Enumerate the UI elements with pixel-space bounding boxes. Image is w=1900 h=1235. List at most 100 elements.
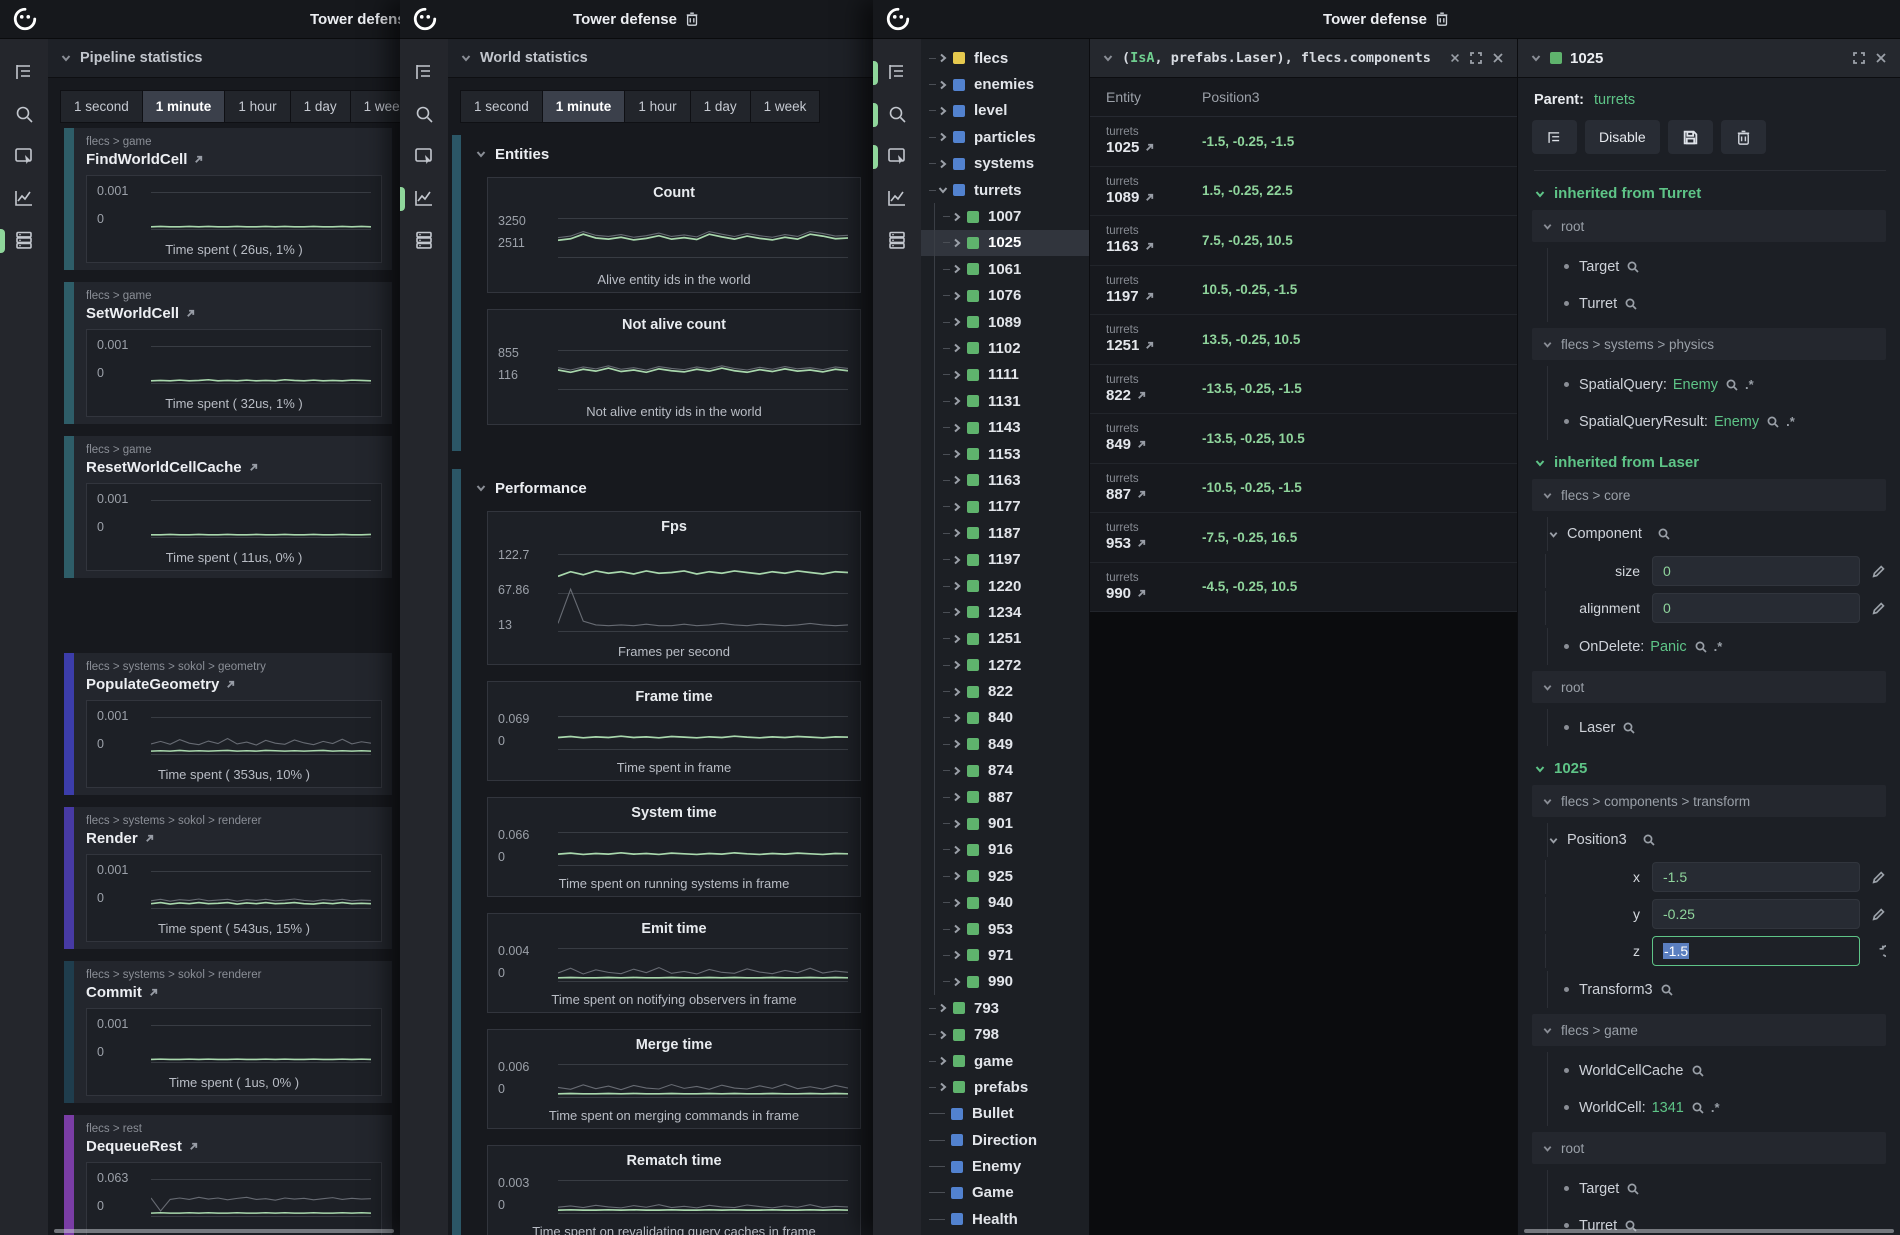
pencil-icon[interactable] bbox=[1871, 564, 1886, 579]
expand-icon[interactable] bbox=[1469, 51, 1483, 65]
tree-view-button[interactable] bbox=[1532, 120, 1577, 154]
tree-item-901[interactable]: 901 bbox=[921, 810, 1089, 836]
tree-item-916[interactable]: 916 bbox=[921, 837, 1089, 863]
sidebar-item-search[interactable] bbox=[873, 93, 921, 135]
entity-id-link[interactable]: 822 bbox=[1106, 387, 1202, 404]
horizontal-scrollbar[interactable] bbox=[54, 1229, 394, 1233]
chevron-right-icon[interactable] bbox=[951, 474, 963, 486]
tree-item-822[interactable]: 822 bbox=[921, 678, 1089, 704]
panel-header-pipeline[interactable]: Pipeline statistics bbox=[48, 39, 400, 78]
component-path-bar[interactable]: flecs > components > transform bbox=[1532, 785, 1886, 817]
horizontal-scrollbar[interactable] bbox=[1524, 1229, 1894, 1233]
chevron-right-icon[interactable] bbox=[951, 422, 963, 434]
sidebar-item-tree[interactable] bbox=[873, 51, 921, 93]
sidebar-item-inspector[interactable] bbox=[873, 135, 921, 177]
sidebar-item-inspector[interactable] bbox=[0, 135, 48, 177]
chevron-right-icon[interactable] bbox=[937, 79, 949, 91]
tree-item-Health[interactable]: Health bbox=[921, 1206, 1089, 1232]
metric-title-link[interactable]: DequeueRest bbox=[86, 1138, 382, 1155]
chevron-right-icon[interactable] bbox=[951, 290, 963, 302]
query-result-row[interactable]: turrets887-10.5, -0.25, -1.5 bbox=[1090, 464, 1517, 514]
chevron-right-icon[interactable] bbox=[951, 580, 963, 592]
field-input-x[interactable]: -1.5 bbox=[1652, 862, 1860, 892]
chevron-right-icon[interactable] bbox=[951, 976, 963, 988]
field-input-alignment[interactable]: 0 bbox=[1652, 593, 1860, 623]
chevron-right-icon[interactable] bbox=[951, 738, 963, 750]
sidebar-item-charts[interactable] bbox=[0, 177, 48, 219]
tree-item-turrets[interactable]: turrets bbox=[921, 177, 1089, 203]
section-header-inherited-from-turret[interactable]: inherited from Turret bbox=[1534, 170, 1886, 202]
entity-id-link[interactable]: 1025 bbox=[1106, 139, 1202, 156]
component-target-link[interactable]: 1341 bbox=[1652, 1100, 1684, 1116]
tree-item-1089[interactable]: 1089 bbox=[921, 309, 1089, 335]
entity-id-link[interactable]: 1163 bbox=[1106, 238, 1202, 255]
entity-id-link[interactable]: 953 bbox=[1106, 535, 1202, 552]
sidebar-item-statistics[interactable] bbox=[873, 219, 921, 261]
chevron-right-icon[interactable] bbox=[951, 949, 963, 961]
chevron-right-icon[interactable] bbox=[937, 1081, 949, 1093]
tree-item-1061[interactable]: 1061 bbox=[921, 256, 1089, 282]
chevron-right-icon[interactable] bbox=[951, 791, 963, 803]
disable-button[interactable]: Disable bbox=[1585, 120, 1660, 154]
close-icon[interactable] bbox=[1491, 51, 1505, 65]
tree-item-887[interactable]: 887 bbox=[921, 784, 1089, 810]
query-result-row[interactable]: turrets990-4.5, -0.25, 10.5 bbox=[1090, 563, 1517, 613]
sidebar-item-search[interactable] bbox=[400, 93, 448, 135]
query-result-row[interactable]: turrets11637.5, -0.25, 10.5 bbox=[1090, 216, 1517, 266]
chevron-right-icon[interactable] bbox=[937, 1029, 949, 1041]
sidebar-item-tree[interactable] bbox=[400, 51, 448, 93]
sidebar-item-statistics[interactable] bbox=[400, 219, 448, 261]
metric-title-link[interactable]: Commit bbox=[86, 984, 382, 1001]
chevron-right-icon[interactable] bbox=[951, 923, 963, 935]
delete-button[interactable] bbox=[1721, 120, 1766, 154]
tree-item-game[interactable]: game bbox=[921, 1048, 1089, 1074]
entity-id-link[interactable]: 990 bbox=[1106, 585, 1202, 602]
chevron-right-icon[interactable] bbox=[937, 158, 949, 170]
tree-item-prefabs[interactable]: prefabs bbox=[921, 1074, 1089, 1100]
tree-item-Enemy[interactable]: Enemy bbox=[921, 1153, 1089, 1179]
tree-item-level[interactable]: level bbox=[921, 98, 1089, 124]
metric-title-link[interactable]: PopulateGeometry bbox=[86, 676, 382, 693]
component-header-component[interactable]: Component bbox=[1534, 517, 1886, 551]
trash-icon[interactable] bbox=[685, 11, 700, 27]
tree-item-990[interactable]: 990 bbox=[921, 969, 1089, 995]
chevron-right-icon[interactable] bbox=[951, 448, 963, 460]
query-result-row[interactable]: turrets953-7.5, -0.25, 16.5 bbox=[1090, 513, 1517, 563]
field-input-size[interactable]: 0 bbox=[1652, 556, 1860, 586]
tab-1-second[interactable]: 1 second bbox=[61, 91, 142, 122]
tree-item-971[interactable]: 971 bbox=[921, 942, 1089, 968]
tree-item-1102[interactable]: 1102 bbox=[921, 335, 1089, 361]
tree-item-798[interactable]: 798 bbox=[921, 1021, 1089, 1047]
chevron-right-icon[interactable] bbox=[937, 1055, 949, 1067]
chevron-right-icon[interactable] bbox=[937, 52, 949, 64]
tree-item-925[interactable]: 925 bbox=[921, 863, 1089, 889]
tab-1-hour[interactable]: 1 hour bbox=[625, 91, 689, 122]
sidebar-item-statistics[interactable] bbox=[0, 219, 48, 261]
tab-1-minute[interactable]: 1 minute bbox=[543, 91, 625, 122]
search-icon[interactable] bbox=[1624, 297, 1638, 311]
section-header-1025[interactable]: 1025 bbox=[1534, 760, 1886, 777]
field-input-z[interactable]: -1.5 bbox=[1652, 936, 1860, 966]
tab-1-day[interactable]: 1 day bbox=[691, 91, 750, 122]
tree-item-Bullet[interactable]: Bullet bbox=[921, 1101, 1089, 1127]
chevron-right-icon[interactable] bbox=[951, 395, 963, 407]
section-header-performance[interactable]: Performance bbox=[475, 473, 861, 503]
component-header-position3[interactable]: Position3 bbox=[1534, 823, 1886, 857]
tree-item-flecs[interactable]: flecs bbox=[921, 45, 1089, 71]
chevron-right-icon[interactable] bbox=[951, 316, 963, 328]
tree-item-systems[interactable]: systems bbox=[921, 151, 1089, 177]
component-target-link[interactable]: Panic bbox=[1650, 639, 1686, 655]
tree-item-1187[interactable]: 1187 bbox=[921, 520, 1089, 546]
expand-icon[interactable] bbox=[1852, 51, 1866, 65]
tree-item-793[interactable]: 793 bbox=[921, 995, 1089, 1021]
chevron-right-icon[interactable] bbox=[937, 1002, 949, 1014]
search-icon[interactable] bbox=[1660, 983, 1674, 997]
tree-item-849[interactable]: 849 bbox=[921, 731, 1089, 757]
tab-1-week[interactable]: 1 week bbox=[751, 91, 820, 122]
tree-item-953[interactable]: 953 bbox=[921, 916, 1089, 942]
entity-id-link[interactable]: 1251 bbox=[1106, 337, 1202, 354]
chevron-right-icon[interactable] bbox=[951, 527, 963, 539]
chevron-down-icon[interactable] bbox=[1530, 52, 1542, 64]
tab-1-day[interactable]: 1 day bbox=[291, 91, 350, 122]
tab-1-second[interactable]: 1 second bbox=[461, 91, 542, 122]
